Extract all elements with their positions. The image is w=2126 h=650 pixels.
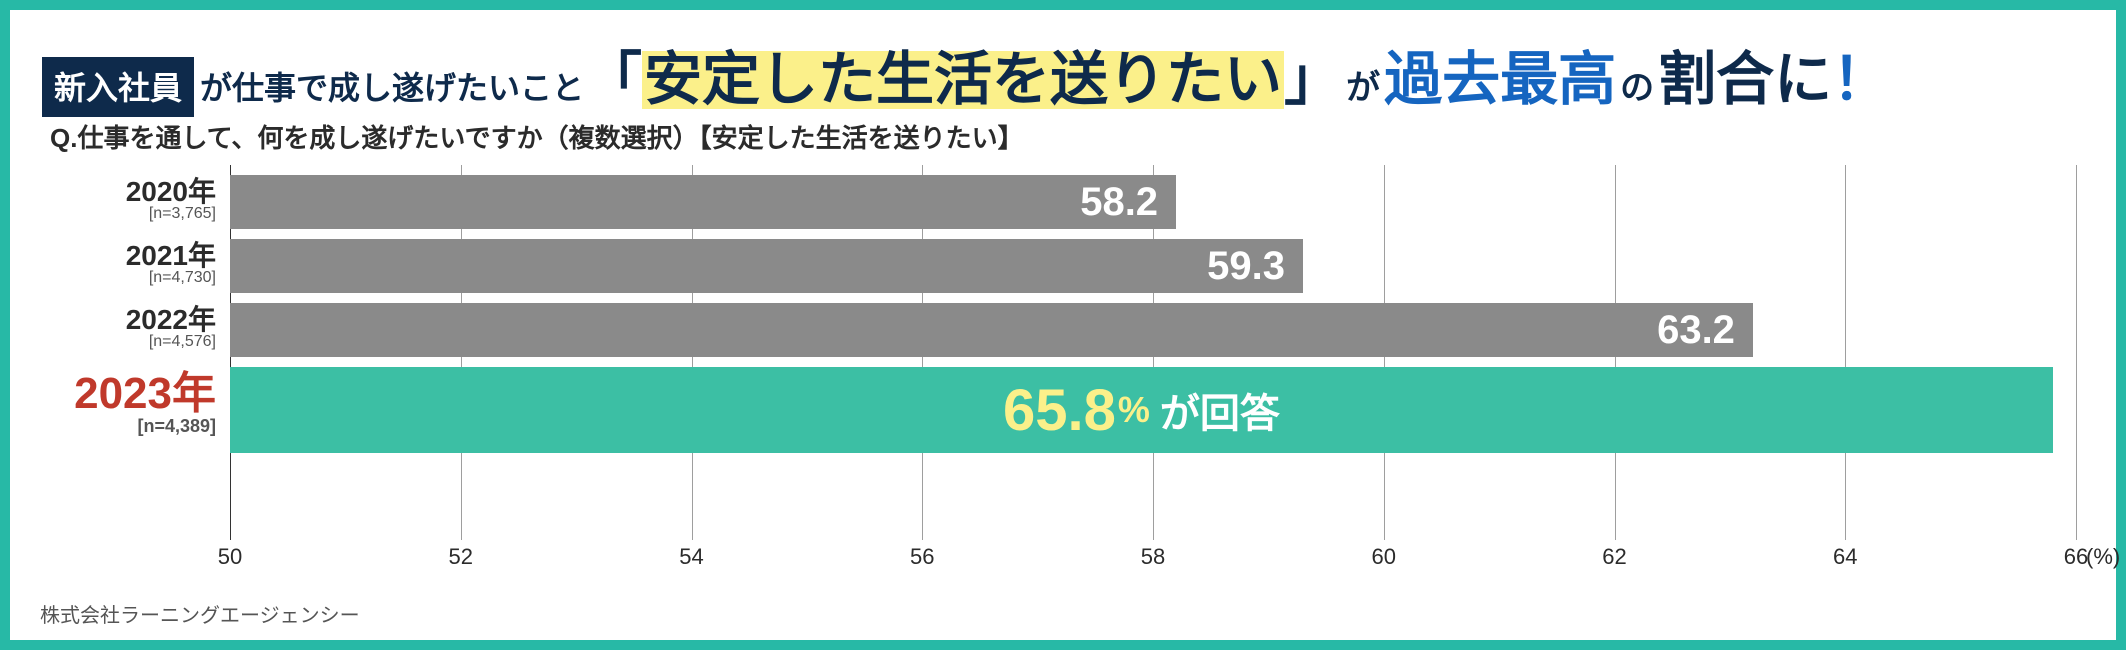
x-tick-label: 58 <box>1141 544 1165 570</box>
bar: 58.2 <box>230 175 1176 229</box>
gridline <box>1845 165 1846 540</box>
x-tick-label: 52 <box>449 544 473 570</box>
bar-current-year: 65.8%が回答 <box>230 367 2053 453</box>
headline-ratio: 割合に <box>1658 32 1832 116</box>
bar-value: 65.8 <box>1003 377 1116 444</box>
headline-badge: 新入社員 <box>42 57 194 117</box>
open-bracket: 「 <box>584 51 642 109</box>
x-tick-label: 66 <box>2064 544 2088 570</box>
headline-no: の <box>1620 60 1654 109</box>
x-tick-label: 54 <box>679 544 703 570</box>
headline-ga: が <box>1346 60 1380 109</box>
bar: 63.2 <box>230 303 1753 357</box>
headline-highlight: 安定した生活を送りたい <box>642 51 1284 109</box>
bar-label: 2021年[n=4,730] <box>50 241 230 287</box>
bar-label-current-year: 2023年[n=4,389] <box>50 371 230 436</box>
bar-value: 58.2 <box>1080 180 1158 225</box>
bar-year: 2023年 <box>50 371 216 417</box>
headline-subtext: が仕事で成し遂げたいこと <box>200 63 584 109</box>
x-tick-label: 50 <box>218 544 242 570</box>
x-axis-unit: (%) <box>2086 544 2120 570</box>
headline-bang: ！ <box>1832 32 1890 116</box>
footer-credit: 株式会社ラーニングエージェンシー <box>40 599 360 628</box>
bar-value: 59.3 <box>1207 244 1285 289</box>
bar-sample-size: [n=4,576] <box>50 334 216 351</box>
x-tick-label: 64 <box>1833 544 1857 570</box>
bar-year: 2021年 <box>50 241 216 270</box>
bar-year: 2022年 <box>50 305 216 334</box>
headline-emph: 過去最高 <box>1384 51 1616 109</box>
close-bracket: 」 <box>1284 51 1342 109</box>
bar-percent-sign: % <box>1118 389 1150 431</box>
bar-suffix: が回答 <box>1160 381 1280 439</box>
bar-sample-size: [n=3,765] <box>50 206 216 223</box>
bar-sample-size: [n=4,389] <box>50 417 216 436</box>
x-tick-label: 62 <box>1602 544 1626 570</box>
plot-area: 505254565860626466(%)2020年[n=3,765]58.22… <box>230 165 2076 540</box>
bar-chart: 505254565860626466(%)2020年[n=3,765]58.22… <box>50 165 2076 580</box>
bar: 59.3 <box>230 239 1303 293</box>
question-text: Q.仕事を通して、何を成し遂げたいですか（複数選択）【安定した生活を送りたい】 <box>50 118 1024 155</box>
chart-frame: 新入社員 が仕事で成し遂げたいこと 「 安定した生活を送りたい 」 が 過去最高… <box>0 0 2126 650</box>
bar-value: 63.2 <box>1657 308 1735 353</box>
bar-label: 2020年[n=3,765] <box>50 177 230 223</box>
gridline <box>2076 165 2077 540</box>
bar-sample-size: [n=4,730] <box>50 270 216 287</box>
headline: 新入社員 が仕事で成し遂げたいこと 「 安定した生活を送りたい 」 が 過去最高… <box>42 32 2084 117</box>
x-tick-label: 56 <box>910 544 934 570</box>
x-tick-label: 60 <box>1372 544 1396 570</box>
bar-year: 2020年 <box>50 177 216 206</box>
bar-label: 2022年[n=4,576] <box>50 305 230 351</box>
